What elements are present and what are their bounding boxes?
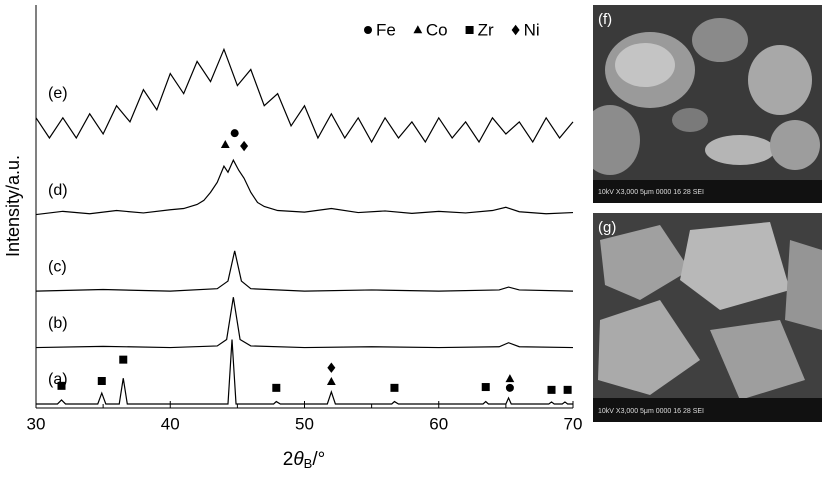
- xrd-trace: [36, 339, 573, 405]
- legend-entry: Fe: [364, 20, 396, 39]
- trace-label: (d): [48, 182, 68, 199]
- phase-marker: [563, 385, 572, 394]
- phase-marker: [327, 362, 336, 373]
- x-label-part: B: [304, 456, 313, 471]
- legend-label: Co: [426, 20, 448, 39]
- xrd-trace: [35, 47, 574, 144]
- x-tick-label: 40: [161, 414, 180, 433]
- phase-marker: [230, 129, 239, 138]
- phase-marker: [97, 376, 106, 385]
- x-tick-label: 30: [27, 414, 46, 433]
- x-tick-label: 50: [295, 414, 314, 433]
- legend-label: Fe: [376, 20, 396, 39]
- y-axis-label: Intensity/a.u.: [3, 155, 23, 257]
- sem-caption: 10kV X3,000 5μm 0000 16 28 SEI: [598, 408, 704, 415]
- xrd-trace: [35, 250, 574, 292]
- sem-caption: 10kV X3,000 5μm 0000 16 28 SEI: [598, 189, 704, 196]
- sem-panel: (f) 10kV X3,000 5μm 0000 16 28 SEI: [593, 5, 822, 203]
- phase-marker: [220, 140, 230, 149]
- x-label-part: θ: [293, 449, 304, 470]
- phase-marker: [547, 385, 556, 394]
- phase-marker: [505, 374, 515, 383]
- phase-marker: [272, 383, 281, 392]
- trace-label: (b): [48, 315, 68, 332]
- xrd-trace: [35, 297, 574, 349]
- phase-marker: [57, 381, 66, 390]
- legend-symbol: [364, 26, 372, 34]
- phase-marker: [505, 383, 514, 392]
- legend-entry: Zr: [465, 20, 494, 39]
- panel-label: (f): [598, 11, 612, 28]
- panel-label: (g): [598, 219, 616, 236]
- phase-marker: [119, 355, 128, 364]
- xrd-trace: [35, 158, 574, 216]
- legend-symbol: [511, 24, 520, 36]
- legend-entry: Co: [413, 20, 448, 39]
- legend-symbol: [413, 25, 423, 34]
- trace-label: (e): [48, 85, 68, 102]
- legend-entry: Ni: [511, 20, 540, 39]
- x-tick-label: 60: [429, 414, 448, 433]
- x-label-part: /°: [312, 449, 325, 470]
- x-axis-label: 2θB/°: [283, 449, 325, 471]
- phase-marker: [240, 140, 249, 152]
- phase-marker: [481, 383, 490, 392]
- legend-label: Zr: [478, 20, 494, 39]
- sem-panel: (g) 10kV X3,000 5μm 0000 16 28 SEI: [593, 213, 822, 422]
- legend-label: Ni: [524, 20, 540, 39]
- x-label-part: 2: [283, 449, 294, 470]
- phase-marker: [326, 377, 336, 386]
- legend-symbol: [465, 26, 474, 34]
- phase-marker: [390, 383, 399, 392]
- x-tick-label: 70: [564, 414, 583, 433]
- xrd-chart: Intensity/a.u. 2θB/° 30 40 50 60 70(a)(b)(c)…: [3, 5, 583, 471]
- trace-label: (c): [48, 258, 67, 275]
